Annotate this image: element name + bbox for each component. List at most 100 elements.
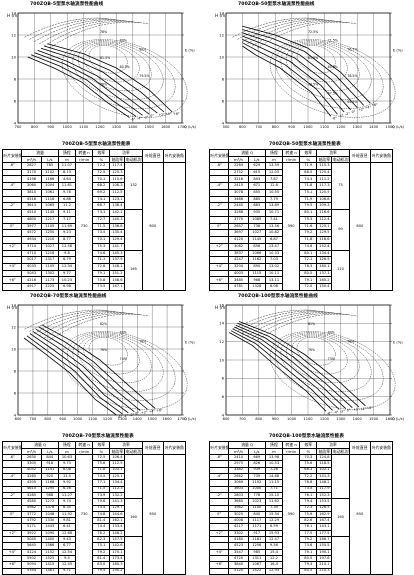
shaft-power-cell: 108.3 (109, 182, 126, 190)
efficiency-cell: 80.1 (299, 249, 318, 258)
head-cell: 9.11 (57, 209, 77, 217)
shaft-power-cell: 148.1 (109, 263, 126, 271)
head-cell: 16.4 (264, 561, 284, 569)
blade-angle-label: -2° (345, 112, 350, 116)
efficiency-cell: 70.1 (92, 236, 111, 244)
x-tick-label: 1400 (133, 417, 143, 421)
flow-m3h-cell: 2752 (228, 168, 249, 177)
blade-angle-cell (208, 195, 230, 204)
shaft-power-cell: 148.2 (109, 529, 126, 538)
efficiency-contour (67, 40, 176, 109)
flow-ls-cell: 1566 (40, 542, 59, 550)
flow-m3h-cell: 4216 (21, 276, 42, 285)
hq-curve (27, 56, 130, 118)
efficiency-cell: 73.5 (92, 283, 111, 291)
shaft-power-cell: 123.1 (109, 195, 126, 204)
x-tick-label: 1700 (177, 125, 187, 129)
head-cell: 9.77 (57, 269, 77, 278)
blade-angle-label: -4° (137, 116, 142, 120)
shaft-power-cell: 129.5 (316, 229, 333, 238)
motor-power-cell: 132 (124, 161, 143, 211)
efficiency-label: 76.5% (347, 47, 357, 51)
table-row: 4781 1328 8.08 72.0 150.4 (208, 283, 412, 291)
y-tick-label: 10 (11, 346, 16, 351)
head-cell: 11.07 (57, 162, 77, 170)
table-header-cell: 流量 Q (21, 441, 59, 449)
head-cell: 13.56 (264, 222, 284, 231)
flow-ls-cell: 1400 (40, 536, 59, 544)
power-curve (237, 310, 325, 332)
efficiency-contour (78, 334, 152, 384)
efficiency-cell: 75.1 (299, 188, 318, 197)
blade-angle-label: -6° (131, 118, 136, 122)
shaft-power-cell: 148.6 (109, 276, 126, 285)
flow-m3h-cell: 4792 (21, 517, 42, 525)
table-row: -4° 2415 671 12.8 71.8 117.3 (208, 182, 412, 190)
efficiency-contour (296, 337, 336, 366)
table-header-cell: 转速 n (282, 441, 301, 449)
flow-m3h-cell: 3775 (228, 215, 249, 224)
flow-ls-cell: 856 (247, 242, 266, 251)
efficiency-cell: 83.0 (92, 561, 111, 569)
blade-angle-label: -2° (144, 115, 149, 119)
table-header-cell: 功率 (109, 149, 143, 157)
efficiency-contour (269, 39, 396, 118)
flow-ls-cell: 1330 (40, 517, 59, 525)
x-tick-label: 1500 (145, 125, 155, 129)
blade-angle-label: 0° (150, 114, 154, 118)
flow-m3h-cell: 3082 (228, 242, 249, 251)
performance-chart: 700 800 900 1000 1100 1200 1300 1400 1500 1600 170… (7, 10, 196, 129)
table-row: 5645 1566 6.77 75.1 142.6 (1, 542, 205, 550)
flow-m3h-cell: 5094 (21, 561, 42, 569)
flow-ls-cell: 1089 (247, 215, 266, 224)
hq-curve (44, 45, 165, 113)
efficiency-cell: 82.3 (92, 536, 111, 544)
table-row: +6° 5094 1415 12.45 83.0 180.3 (1, 561, 205, 569)
power-curve (242, 311, 333, 334)
efficiency-cell: 71.8 (299, 236, 318, 244)
blade-angle-cell: +2° (1, 242, 23, 251)
table-row: 4217 1171 8.59 76.1 143.1 (208, 523, 412, 531)
head-cell: 8.77 (57, 236, 77, 244)
flow-m3h-cell: 4710 (21, 249, 42, 258)
flow-m3h-cell: 4008 (228, 517, 249, 525)
flow-ls-cell: 1004 (40, 182, 59, 190)
power-curve (237, 18, 325, 40)
x-tick-label: 1200 (320, 417, 330, 421)
shaft-power-cell: 165.2 (316, 276, 333, 285)
blade-angle-label: +2° (141, 411, 148, 415)
blade-angle-label: +2° (353, 408, 360, 412)
efficiency-cell: 78.3 (299, 263, 318, 271)
shaft-power-cell: 135.4 (109, 229, 126, 238)
efficiency-cell: 76.1 (299, 523, 318, 531)
table-row: +2° 3922 1090 12.68 78.2 148.2 (1, 529, 205, 538)
shaft-power-cell: 155.5 (316, 542, 333, 550)
efficiency-label: 81% (308, 322, 315, 326)
shaft-power-cell: 115.6 (109, 175, 126, 184)
flow-m3h-cell: 4124 (21, 548, 42, 557)
shaft-power-cell: 145.3 (109, 249, 126, 258)
x-axis-unit: Q (L/s) (392, 417, 404, 421)
table-row: 4003 1115 10.11 80.5 137.1 (208, 269, 412, 278)
flow-ls-cell: 1311 (247, 554, 266, 563)
x-tick-label: 600 (239, 125, 247, 129)
table-row: 4580 1272 9.74 79.6 141.3 160 (1, 498, 205, 538)
shaft-power-cell: 190.1 (316, 548, 333, 557)
head-cell: 8.13 (57, 168, 77, 177)
head-cell: 13.47 (264, 242, 284, 251)
efficiency-cell: 79.1 (299, 276, 318, 285)
power-curve (247, 20, 341, 44)
hq-curve (238, 321, 366, 407)
chart-title: 700ZQB-5型泵水轴流泵性能曲线 (30, 2, 104, 7)
blade-angle-label: +6° (366, 406, 373, 410)
power-curve (34, 311, 125, 334)
x-tick-label: 1100 (303, 417, 313, 421)
efficiency-cell: 75.1 (92, 542, 111, 550)
efficiency-cell: 74.8 (92, 510, 111, 519)
head-cell: 11.61 (57, 182, 77, 190)
x-tick-label: 1000 (73, 417, 83, 421)
x-tick-label: 1000 (63, 125, 73, 129)
efficiency-cell: 71.9 (299, 162, 318, 170)
x-tick-label: 1200 (336, 125, 346, 129)
blade-angle-cell (1, 256, 23, 264)
